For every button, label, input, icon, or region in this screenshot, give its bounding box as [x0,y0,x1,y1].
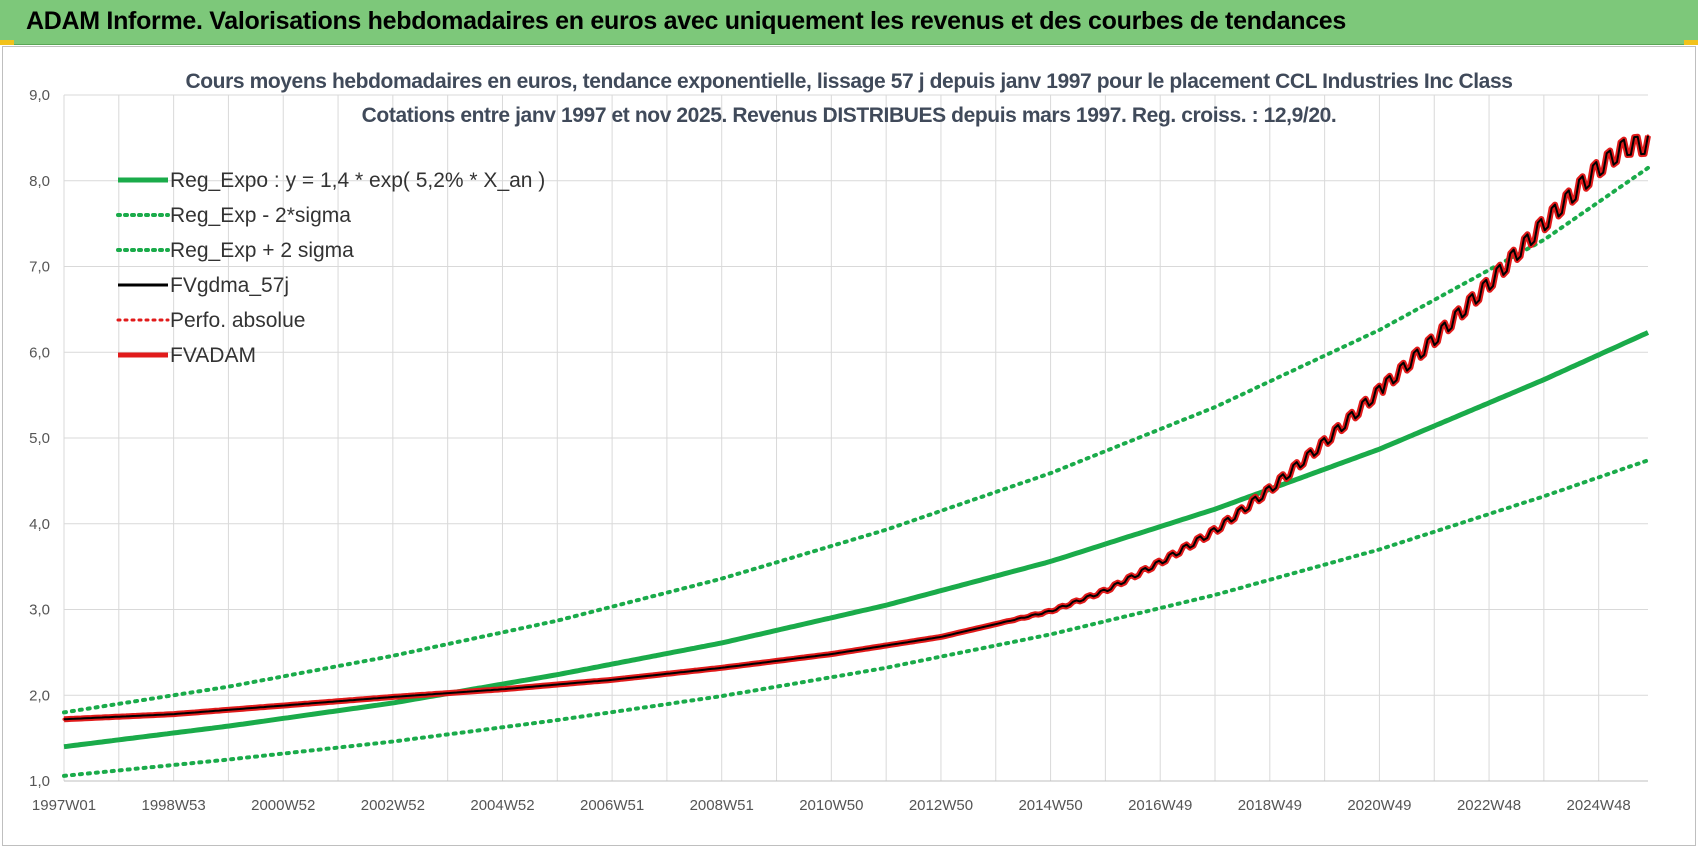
legend-label: Reg_Exp + 2 sigma [170,239,354,262]
legend: Reg_Expo : y = 1,4 * exp( 5,2% * X_an ) R… [116,169,545,367]
y-tick-label: 6,0 [29,344,50,361]
legend-label: FVADAM [170,344,256,367]
series-line-reg-expo [63,330,1650,750]
legend-label: Reg_Exp - 2*sigma [170,204,351,227]
y-tick-label: 3,0 [29,602,50,619]
y-tick-label: 2,0 [29,687,50,704]
y-tick-label: 9,0 [29,87,50,104]
grid [63,94,1648,782]
x-tick-label: 1997W01 [32,797,96,814]
chart-title: Cours moyens hebdomadaires en euros, ten… [185,70,1513,93]
series-line-fvgdma-57j [63,135,1649,721]
legend-label: Reg_Expo : y = 1,4 * exp( 5,2% * X_an ) [170,169,545,192]
legend-label: Perfo. absolue [170,309,305,332]
chart-area [2,46,1696,846]
series-layer [62,133,1651,778]
x-tick-label: 2008W51 [690,797,754,814]
x-tick-label: 2014W50 [1018,797,1082,814]
x-tick-label: 2006W51 [580,797,644,814]
x-tick-label: 1998W53 [142,797,206,814]
page-title: ADAM Informe. Valorisations hebdomadaire… [26,7,1347,35]
y-tick-label: 7,0 [29,259,50,276]
y-tick-label: 4,0 [29,516,50,533]
y-tick-label: 5,0 [29,430,50,447]
x-tick-label: 2000W52 [251,797,315,814]
x-tick-label: 2002W52 [361,797,425,814]
x-tick-label: 2012W50 [909,797,973,814]
x-tick-label: 2022W48 [1457,797,1521,814]
series-line-reg-exp-2-sigma [62,458,1650,778]
y-tick-label: 8,0 [29,173,50,190]
axis-ticks: 1,0 2,0 3,0 4,0 5,0 6,0 7,0 8,0 9,0 1997W01 1998W5… [29,87,1631,814]
corner-mark-left [0,40,14,45]
corner-mark-right [1684,40,1698,45]
series-line-reg-exp-2-sigma [62,165,1650,715]
header-bar: ADAM Informe. Valorisations hebdomadaire… [0,0,1698,45]
x-tick-label: 2004W52 [470,797,534,814]
y-tick-label: 1,0 [29,773,50,790]
x-tick-label: 2018W49 [1238,797,1302,814]
x-tick-label: 2020W49 [1347,797,1411,814]
chart-subtitle: Cotations entre janv 1997 et nov 2025. R… [361,104,1337,127]
legend-label: FVgdma_57j [170,274,289,297]
x-tick-label: 2024W48 [1567,797,1631,814]
x-tick-label: 2016W49 [1128,797,1192,814]
x-tick-label: 2010W50 [799,797,863,814]
